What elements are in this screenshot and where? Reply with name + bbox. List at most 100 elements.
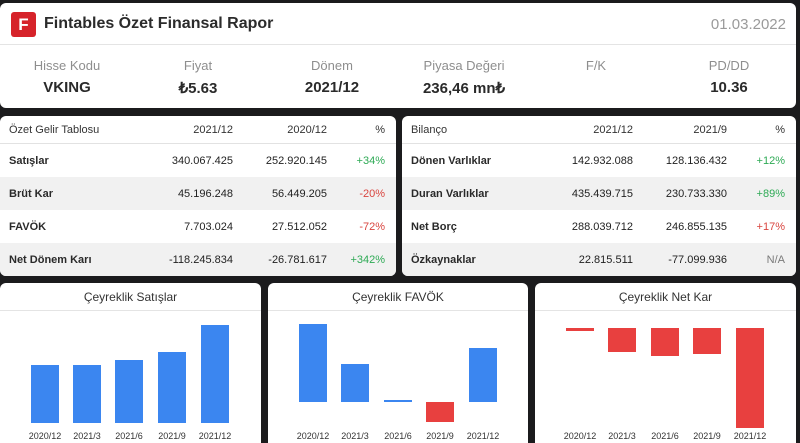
row-value-current: 435.439.715 <box>571 187 633 200</box>
table-row: FAVÖK 7.703.024 27.512.052 -72% <box>0 210 396 243</box>
table-header-title: Özet Gelir Tablosu <box>9 123 100 136</box>
chart-bar <box>736 328 764 428</box>
x-tick-label: 2020/12 <box>29 431 62 441</box>
chart-title: Çeyreklik Satışlar <box>0 283 261 311</box>
table-header-col: % <box>375 123 385 136</box>
x-tick-label: 2021/6 <box>115 431 143 441</box>
table-row: Dönen Varlıklar 142.932.088 128.136.432 … <box>402 144 796 177</box>
chart-bar <box>469 348 497 402</box>
kpi-label: Hisse Kodu <box>33 58 101 73</box>
x-tick-label: 2021/9 <box>426 431 454 441</box>
row-label: Brüt Kar <box>9 187 54 200</box>
report-title: Fintables Özet Finansal Rapor <box>44 15 274 32</box>
kpi-value: ₺5.63 <box>178 80 218 97</box>
kpi-label: Fiyat <box>183 58 213 73</box>
table-header-row: Özet Gelir Tablosu 2021/12 2020/12 % <box>0 116 396 144</box>
row-label: Satışlar <box>9 154 49 167</box>
kpi-value: 10.36 <box>710 79 748 96</box>
balance-sheet-table: Bilanço 2021/12 2021/9 % Dönen Varlıklar… <box>402 116 796 276</box>
x-tick-label: 2021/9 <box>158 431 186 441</box>
row-label: Özkaynaklar <box>411 253 476 266</box>
income-statement-table: Özet Gelir Tablosu 2021/12 2020/12 % Sat… <box>0 116 396 276</box>
chart-bar <box>201 325 229 423</box>
chart-bar <box>31 365 59 423</box>
quarterly-ebitda-chart: Çeyreklik FAVÖK 2020/12 2021/3 2021/6 2021/… <box>268 283 528 443</box>
kpi-market-cap: Piyasa Değeri 236,46 mn₺ <box>394 58 534 97</box>
chart-bar <box>299 324 327 402</box>
kpi-label: PD/DD <box>708 58 750 73</box>
kpi-price: Fiyat ₺5.63 <box>128 58 268 97</box>
chart-title: Çeyreklik FAVÖK <box>268 283 528 311</box>
x-tick-label: 2020/12 <box>297 431 330 441</box>
report-date: 01.03.2022 <box>710 16 786 33</box>
x-tick-label: 2021/12 <box>199 431 232 441</box>
row-value-previous: 252.920.145 <box>265 154 327 167</box>
row-value-current: 7.703.024 <box>184 220 233 233</box>
row-value-previous: 230.733.330 <box>665 187 727 200</box>
table-row: Duran Varlıklar 435.439.715 230.733.330 … <box>402 177 796 210</box>
chart-bar <box>384 400 412 402</box>
x-tick-label: 2021/12 <box>734 431 767 441</box>
kpi-value: 2021/12 <box>304 79 360 96</box>
row-label: Duran Varlıklar <box>411 187 489 200</box>
table-header-title: Bilanço <box>411 123 448 136</box>
row-change-pct: -72% <box>359 220 385 233</box>
table-header-row: Bilanço 2021/12 2021/9 % <box>402 116 796 144</box>
kpi-label: Piyasa Değeri <box>423 58 505 73</box>
kpi-period: Dönem 2021/12 <box>262 58 402 96</box>
row-value-previous: -26.781.617 <box>268 253 327 266</box>
x-tick-label: 2021/9 <box>693 431 721 441</box>
x-tick-label: 2021/6 <box>651 431 679 441</box>
row-change-pct: +17% <box>756 220 785 233</box>
chart-bar <box>158 352 186 423</box>
row-value-current: 340.067.425 <box>171 154 233 167</box>
kpi-value: VKING <box>43 79 91 96</box>
row-label: Dönen Varlıklar <box>411 154 492 167</box>
row-label: Net Dönem Karı <box>9 253 92 266</box>
table-row: Brüt Kar 45.196.248 56.449.205 -20% <box>0 177 396 210</box>
table-row: Net Borç 288.039.712 246.855.135 +17% <box>402 210 796 243</box>
kpi-pb-ratio: PD/DD 10.36 <box>659 58 796 96</box>
table-row: Net Dönem Karı -118.245.834 -26.781.617 … <box>0 243 396 276</box>
row-value-previous: 128.136.432 <box>665 154 727 167</box>
chart-bar <box>341 364 369 402</box>
chart-bar <box>73 365 101 423</box>
row-value-previous: 56.449.205 <box>271 187 327 200</box>
kpi-value: 236,46 mn₺ <box>422 80 506 97</box>
chart-bar <box>693 328 721 354</box>
header-bar: F Fintables Özet Finansal Rapor 01.03.20… <box>0 3 796 45</box>
quarterly-net-profit-chart: Çeyreklik Net Kar 2020/12 2021/3 2021/6 202… <box>535 283 796 443</box>
row-change-pct: +34% <box>356 154 385 167</box>
row-value-previous: 246.855.135 <box>665 220 727 233</box>
kpi-label: F/K <box>585 58 607 73</box>
row-change-pct: -20% <box>359 187 385 200</box>
x-tick-label: 2021/12 <box>467 431 500 441</box>
table-row: Özkaynaklar 22.815.511 -77.099.936 N/A <box>402 243 796 276</box>
table-header-col: 2021/9 <box>693 123 727 136</box>
chart-bar <box>115 360 143 423</box>
table-header-col: 2021/12 <box>193 123 233 136</box>
chart-svg: 2020/12 2021/3 2021/6 2021/9 2021/12 <box>29 325 232 441</box>
summary-header-card: F Fintables Özet Finansal Rapor 01.03.20… <box>0 3 796 108</box>
row-label: Net Borç <box>411 220 457 233</box>
chart-bar <box>608 328 636 352</box>
chart-title: Çeyreklik Net Kar <box>535 283 796 311</box>
x-tick-label: 2021/3 <box>73 431 101 441</box>
fintables-logo: F <box>11 12 36 37</box>
table-header-col: 2021/12 <box>593 123 633 136</box>
kpi-label: Dönem <box>311 58 353 73</box>
row-change-pct: N/A <box>766 253 785 266</box>
x-tick-label: 2021/6 <box>384 431 412 441</box>
chart-bar <box>651 328 679 356</box>
table-header-col: % <box>775 123 785 136</box>
x-tick-label: 2021/3 <box>608 431 636 441</box>
table-header-col: 2020/12 <box>287 123 327 136</box>
row-change-pct: +89% <box>756 187 785 200</box>
row-value-current: 45.196.248 <box>177 187 233 200</box>
x-tick-label: 2020/12 <box>564 431 597 441</box>
row-value-previous: -77.099.936 <box>668 253 727 266</box>
quarterly-sales-chart: Çeyreklik Satışlar 2020/12 2021/3 2021/6 20… <box>0 283 261 443</box>
x-tick-label: 2021/3 <box>341 431 369 441</box>
row-value-current: -118.245.834 <box>168 253 233 266</box>
chart-bar <box>426 402 454 422</box>
